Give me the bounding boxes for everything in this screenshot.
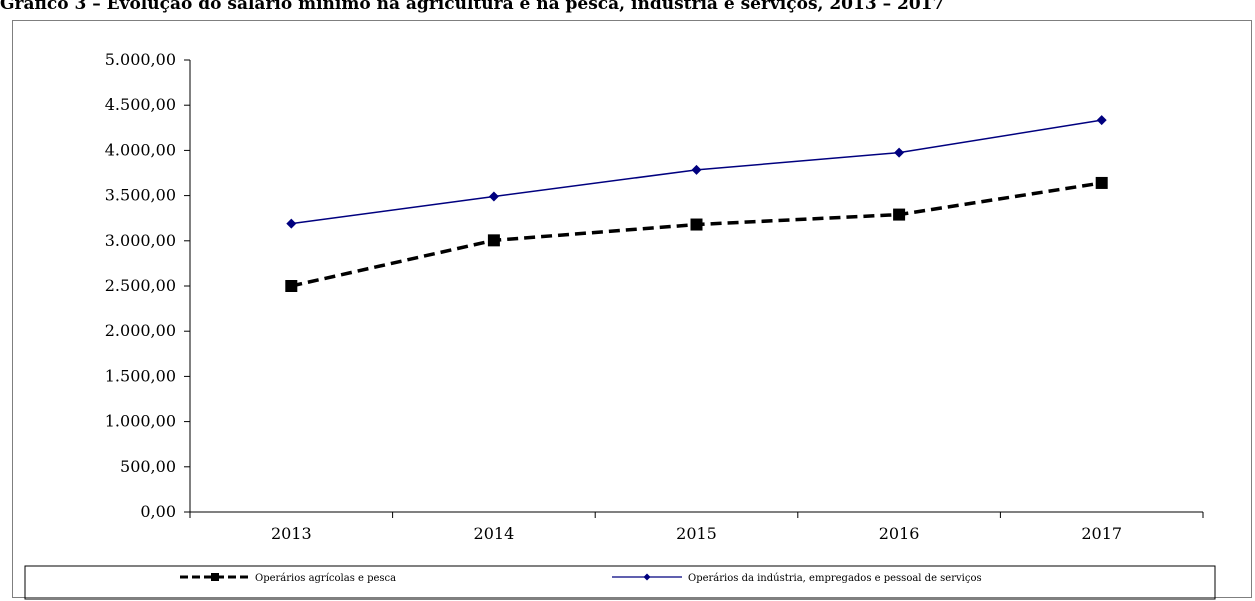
legend: Operários agrícolas e pesca Operários da … bbox=[24, 565, 1216, 600]
y-tick-label: 5.000,00 bbox=[105, 50, 176, 69]
data-point bbox=[1095, 176, 1108, 189]
x-tick-label: 2013 bbox=[271, 524, 312, 543]
y-tick-label: 2.000,00 bbox=[105, 321, 176, 340]
x-tick-label: 2014 bbox=[474, 524, 515, 543]
legend-marker bbox=[211, 573, 219, 581]
x-tick-label: 2016 bbox=[879, 524, 920, 543]
chart-title: Gráfico 3 – Evolução do salário mínimo n… bbox=[0, 0, 945, 14]
chart-frame bbox=[12, 20, 1252, 598]
y-tick-label: 500,00 bbox=[120, 457, 176, 476]
data-point bbox=[488, 191, 499, 202]
x-tick-label: 2017 bbox=[1081, 524, 1122, 543]
x-tick-label: 2015 bbox=[676, 524, 717, 543]
y-tick-label: 3.000,00 bbox=[105, 231, 176, 250]
y-tick-label: 1.500,00 bbox=[105, 366, 176, 385]
series-line-1 bbox=[290, 181, 1102, 288]
data-point bbox=[1096, 115, 1107, 126]
data-point bbox=[487, 234, 500, 247]
legend-label: Operários da indústria, empregados e pes… bbox=[688, 573, 982, 584]
data-point bbox=[690, 218, 703, 231]
y-tick-label: 3.500,00 bbox=[105, 186, 176, 205]
y-tick-label: 2.500,00 bbox=[105, 276, 176, 295]
data-point bbox=[691, 164, 702, 175]
y-tick-label: 4.500,00 bbox=[105, 95, 176, 114]
data-point bbox=[286, 218, 297, 229]
y-tick-label: 1.000,00 bbox=[105, 412, 176, 431]
series-layer bbox=[285, 115, 1108, 292]
data-point bbox=[894, 147, 905, 158]
axes: 0,00 500,00 1.000,00 1.500,00 2.000,00 2.500,… bbox=[105, 50, 1204, 543]
legend-label: Operários agrícolas e pesca bbox=[255, 573, 396, 584]
legend-box bbox=[24, 565, 1216, 600]
data-point bbox=[285, 280, 298, 292]
legend-marker bbox=[643, 573, 651, 581]
data-point bbox=[893, 208, 906, 221]
y-tick-label: 0,00 bbox=[140, 502, 176, 521]
y-tick-label: 4.000,00 bbox=[105, 140, 176, 159]
